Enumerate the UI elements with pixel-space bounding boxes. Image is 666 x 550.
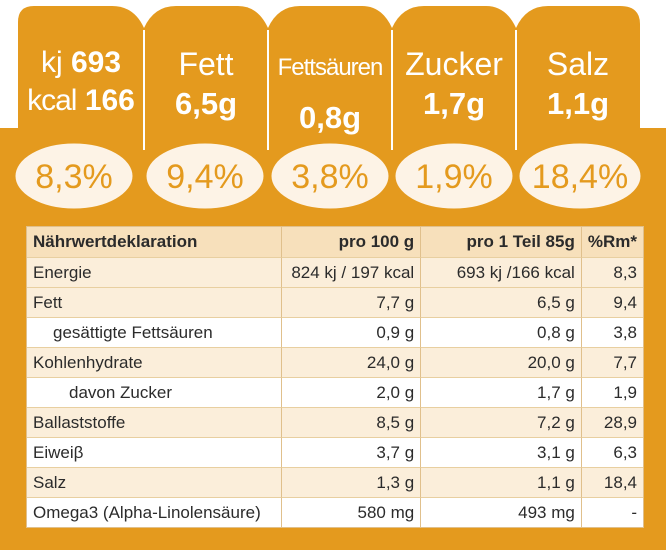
row-name: Kohlenhydrate: [27, 348, 283, 378]
row-name: Salz: [27, 468, 283, 498]
badge-energy-kj: kj 693: [18, 48, 144, 78]
badge-fettsaeuren-ellipse: [268, 140, 392, 210]
badge-energy-kj-unit: kj: [40, 46, 63, 79]
row-name: Energie: [27, 258, 283, 288]
table-row: Kohlenhydrate 24,0 g 20,0 g 7,7: [27, 348, 643, 378]
badge-fett-value: 6,5g: [174, 86, 238, 121]
row-rm: 28,9: [581, 408, 643, 438]
row-per-portion: 493 mg: [421, 498, 582, 527]
row-per-100g: 8,5 g: [282, 408, 422, 438]
badge-zucker-percent: 1,9%: [415, 158, 493, 196]
row-name: Fett: [27, 288, 283, 318]
badge-fett-shape: [144, 6, 268, 150]
row-per-portion: 0,8 g: [421, 318, 582, 348]
badge-energy-kj-value: 693: [70, 46, 122, 79]
table-row: gesättigte Fettsäuren 0,9 g 0,8 g 3,8: [27, 318, 643, 348]
row-per-portion: 1,1 g: [421, 468, 582, 498]
badge-fettsaeuren-percent: 3,8%: [291, 158, 369, 196]
row-rm: 8,3: [581, 258, 643, 288]
table-row: Salz 1,3 g 1,1 g 18,4: [27, 468, 643, 498]
badge-energy-shape: [18, 6, 144, 150]
row-rm: 9,4: [581, 288, 643, 318]
badge-fettsaeuren-shape: [268, 6, 392, 150]
badge-zucker-shape: [392, 6, 516, 150]
row-name: Eiweiβ: [27, 438, 283, 468]
badge-salz-label: Salz: [546, 46, 610, 82]
row-name: Omega3 (Alpha-Linolensäure): [27, 498, 283, 527]
row-per-100g: 24,0 g: [282, 348, 422, 378]
row-per-portion: 7,2 g: [421, 408, 582, 438]
header-per-100g: pro 100 g: [282, 227, 422, 258]
row-rm: 3,8: [581, 318, 643, 348]
table-row: Omega3 (Alpha-Linolensäure) 580 mg 493 m…: [27, 498, 643, 527]
badge-fett-label: Fett: [178, 46, 234, 82]
row-name: gesättigte Fettsäuren: [27, 318, 283, 348]
badge-energy-kcal-value: 166: [84, 84, 135, 117]
badge-energy-ellipse: [12, 140, 136, 210]
badge-energy-kcal: kcal 166: [18, 86, 144, 116]
header-per-portion: pro 1 Teil 85g: [421, 227, 582, 258]
row-per-100g: 7,7 g: [282, 288, 422, 318]
row-rm: 7,7: [581, 348, 643, 378]
header-rm: %Rm*: [581, 227, 643, 258]
row-per-100g: 580 mg: [282, 498, 422, 527]
row-rm: -: [631, 502, 637, 522]
row-rm: 18,4: [581, 468, 643, 498]
table-row: Eiweiβ 3,7 g 3,1 g 6,3: [27, 438, 643, 468]
table-row: Fett 7,7 g 6,5 g 9,4: [27, 288, 643, 318]
row-name: davon Zucker: [27, 378, 283, 408]
badge-salz-value: 1,1g: [546, 86, 610, 121]
row-per-100g: 3,7 g: [282, 438, 422, 468]
badge-fett-percent: 9,4%: [166, 158, 244, 196]
row-name: Ballaststoffe: [27, 408, 283, 438]
badge-salz-ellipse: [516, 140, 644, 210]
row-per-portion: 693 kj /166 kcal: [421, 258, 582, 288]
row-per-portion: 20,0 g: [421, 348, 582, 378]
table-row: Ballaststoffe 8,5 g 7,2 g 28,9: [27, 408, 643, 438]
badge-energy-kcal-unit: kcal: [27, 84, 77, 117]
row-per-100g: 1,3 g: [282, 468, 422, 498]
table-row: Energie 824 kj / 197 kcal 693 kj /166 kc…: [27, 258, 643, 288]
nutrition-table: Nährwertdeklaration pro 100 g pro 1 Teil…: [26, 226, 644, 528]
row-per-100g: 0,9 g: [282, 318, 422, 348]
badge-fettsaeuren-value: 0,8g: [298, 100, 362, 135]
badge-fettsaeuren-label: Fettsäuren: [277, 54, 384, 81]
table-row: davon Zucker 2,0 g 1,7 g 1,9: [27, 378, 643, 408]
badge-salz-shape: [516, 6, 640, 150]
badge-zucker-label: Zucker: [405, 46, 503, 82]
row-rm: 1,9: [581, 378, 643, 408]
header-declaration: Nährwertdeklaration: [27, 227, 283, 258]
row-per-100g: 824 kj / 197 kcal: [282, 258, 422, 288]
row-per-100g: 2,0 g: [282, 378, 422, 408]
badge-fett-ellipse: [143, 140, 267, 210]
row-per-portion: 6,5 g: [421, 288, 582, 318]
row-per-portion: 3,1 g: [421, 438, 582, 468]
badge-zucker-value: 1,7g: [422, 86, 486, 121]
badge-shapes: [12, 6, 644, 210]
table-header-row: Nährwertdeklaration pro 100 g pro 1 Teil…: [27, 227, 643, 258]
row-rm: 6,3: [581, 438, 643, 468]
badge-zucker-ellipse: [392, 140, 516, 210]
row-per-portion: 1,7 g: [421, 378, 582, 408]
badge-energy-percent: 8,3%: [35, 158, 113, 196]
badge-salz-percent: 18,4%: [531, 158, 629, 196]
